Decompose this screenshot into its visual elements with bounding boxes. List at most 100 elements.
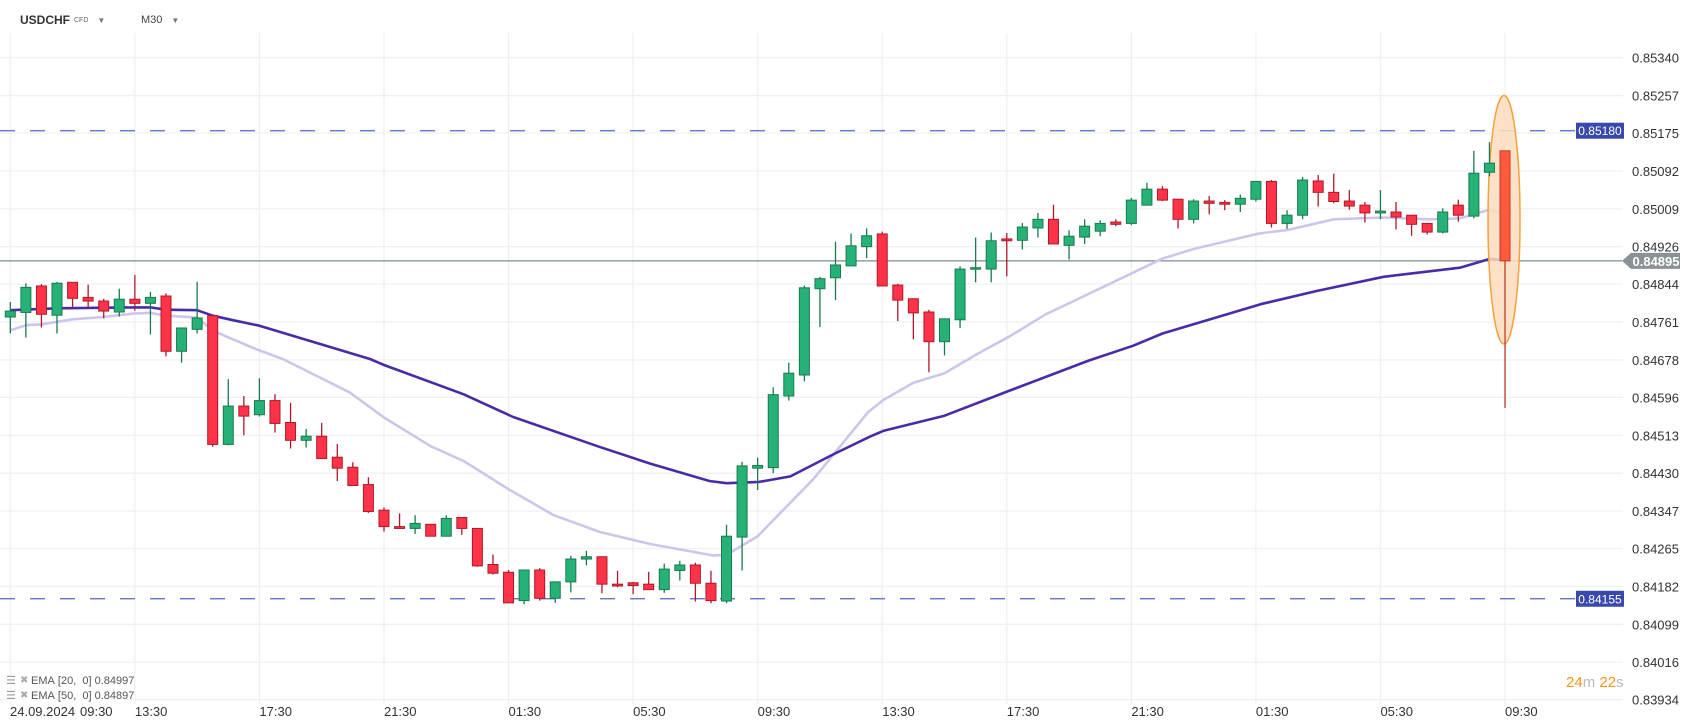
- candle-body: [705, 582, 717, 602]
- candle-bearish: [1265, 180, 1277, 228]
- indicator-value: 0.84897: [94, 689, 135, 702]
- candle-body: [1499, 150, 1511, 262]
- candle-body: [1079, 225, 1091, 238]
- candle-body: [689, 564, 701, 584]
- candle-bullish: [1141, 182, 1153, 206]
- candle-bullish: [300, 428, 312, 448]
- price-tick-label: 0.84513: [1632, 428, 1679, 443]
- chevron-down-icon[interactable]: ▼: [97, 15, 106, 25]
- candle-body: [503, 571, 515, 604]
- candle-bearish: [67, 281, 79, 309]
- candle-bullish: [939, 318, 950, 356]
- candle-bullish: [1032, 212, 1044, 238]
- candle-body: [471, 527, 483, 567]
- candle-body: [1281, 214, 1293, 224]
- resistance-price-label: 0.85180: [1578, 124, 1622, 138]
- candle-bullish: [1016, 222, 1028, 250]
- settings-lines-icon[interactable]: ☰: [6, 675, 16, 687]
- candle-body: [954, 268, 966, 321]
- candle-body: [160, 295, 172, 352]
- candle-body: [1390, 211, 1402, 218]
- price-tick-label: 0.85092: [1632, 164, 1679, 179]
- close-icon[interactable]: ✖: [20, 675, 29, 686]
- candle-body: [892, 284, 904, 301]
- price-axis[interactable]: 0.85340 0.85257 0.85175 0.85092 0.85009 0.849…: [1632, 51, 1679, 708]
- candles: [4, 142, 1511, 605]
- candle-bearish: [892, 283, 904, 322]
- candle-bullish: [1250, 180, 1262, 202]
- candle-body: [1219, 201, 1231, 205]
- price-tags: 0.85180 0.84155 0.84895: [1576, 122, 1680, 607]
- candle-body: [1328, 191, 1340, 202]
- candle-body: [1047, 218, 1059, 245]
- candle-bullish: [1374, 190, 1386, 220]
- candle-bearish: [1406, 214, 1418, 236]
- candle-body: [378, 509, 390, 528]
- candle-bullish: [798, 285, 810, 382]
- timeframe-selector[interactable]: M30 ▼: [141, 11, 180, 29]
- candle-body: [1312, 180, 1324, 193]
- candle-bearish: [347, 462, 359, 487]
- candle-body: [674, 564, 686, 571]
- candle-bullish: [518, 569, 530, 605]
- chevron-down-icon[interactable]: ▼: [171, 15, 180, 25]
- candle-body: [1250, 180, 1262, 200]
- symbol-name: USDCHF: [20, 13, 70, 27]
- candle-bullish: [4, 301, 16, 334]
- candle-body: [1297, 179, 1309, 216]
- candle-bullish: [1297, 176, 1309, 220]
- candle-body: [1203, 200, 1215, 204]
- candle-bearish: [487, 554, 499, 575]
- support-price-label: 0.84155: [1578, 592, 1622, 606]
- candle-body: [1343, 200, 1355, 207]
- candle-bearish: [1499, 150, 1511, 408]
- candle-bearish: [1343, 190, 1355, 210]
- candle-bullish: [565, 555, 577, 593]
- countdown-seconds-unit: s: [1616, 674, 1624, 691]
- candle-body: [20, 286, 32, 313]
- candle-body: [658, 568, 670, 591]
- candle-bearish: [503, 569, 515, 604]
- time-tick-label: 13:30: [135, 704, 168, 719]
- candle-body: [1483, 162, 1495, 173]
- candle-bearish: [285, 402, 297, 449]
- time-axis[interactable]: 09:30 13:30 17:30 21:30 01:30 05:30 09:30 13:30…: [10, 704, 1538, 719]
- candle-bearish: [394, 513, 406, 529]
- time-tick-label: 21:30: [384, 704, 417, 719]
- candle-body: [767, 394, 779, 469]
- candle-body: [113, 298, 125, 313]
- candle-body: [970, 267, 982, 270]
- indicator-params: [20, 0]: [57, 674, 92, 687]
- symbol-selector[interactable]: USDCHF CFD ▼: [20, 11, 106, 29]
- candle-bearish: [923, 309, 935, 373]
- candle-body: [876, 233, 888, 287]
- candle-body: [721, 535, 733, 602]
- indicator-name: EMA: [31, 674, 55, 687]
- candle-body: [565, 558, 577, 583]
- candle-body: [627, 582, 639, 587]
- candle-bullish: [783, 362, 795, 401]
- candle-body: [1016, 226, 1028, 241]
- candle-body: [1032, 218, 1044, 229]
- candle-body: [207, 315, 219, 445]
- candle-bearish: [1421, 222, 1433, 235]
- close-icon[interactable]: ✖: [20, 690, 29, 701]
- date-tick-label: 24.09.2024: [10, 704, 75, 719]
- time-tick-label: 09:30: [80, 704, 113, 719]
- candle-body: [1437, 211, 1449, 233]
- candle-bullish: [440, 515, 452, 537]
- candle-body: [191, 317, 203, 330]
- candle-body: [612, 583, 624, 587]
- candle-body: [1374, 210, 1386, 214]
- candle-bullish: [20, 283, 32, 338]
- candle-bullish: [1281, 210, 1293, 229]
- candle-body: [4, 310, 16, 318]
- grid: [0, 33, 1623, 704]
- candle-bullish: [985, 232, 997, 283]
- candle-body: [362, 484, 374, 513]
- settings-lines-icon[interactable]: ☰: [6, 690, 16, 702]
- indicator-params: [50, 0]: [57, 689, 92, 702]
- candle-body: [985, 240, 997, 270]
- candle-body: [845, 245, 857, 267]
